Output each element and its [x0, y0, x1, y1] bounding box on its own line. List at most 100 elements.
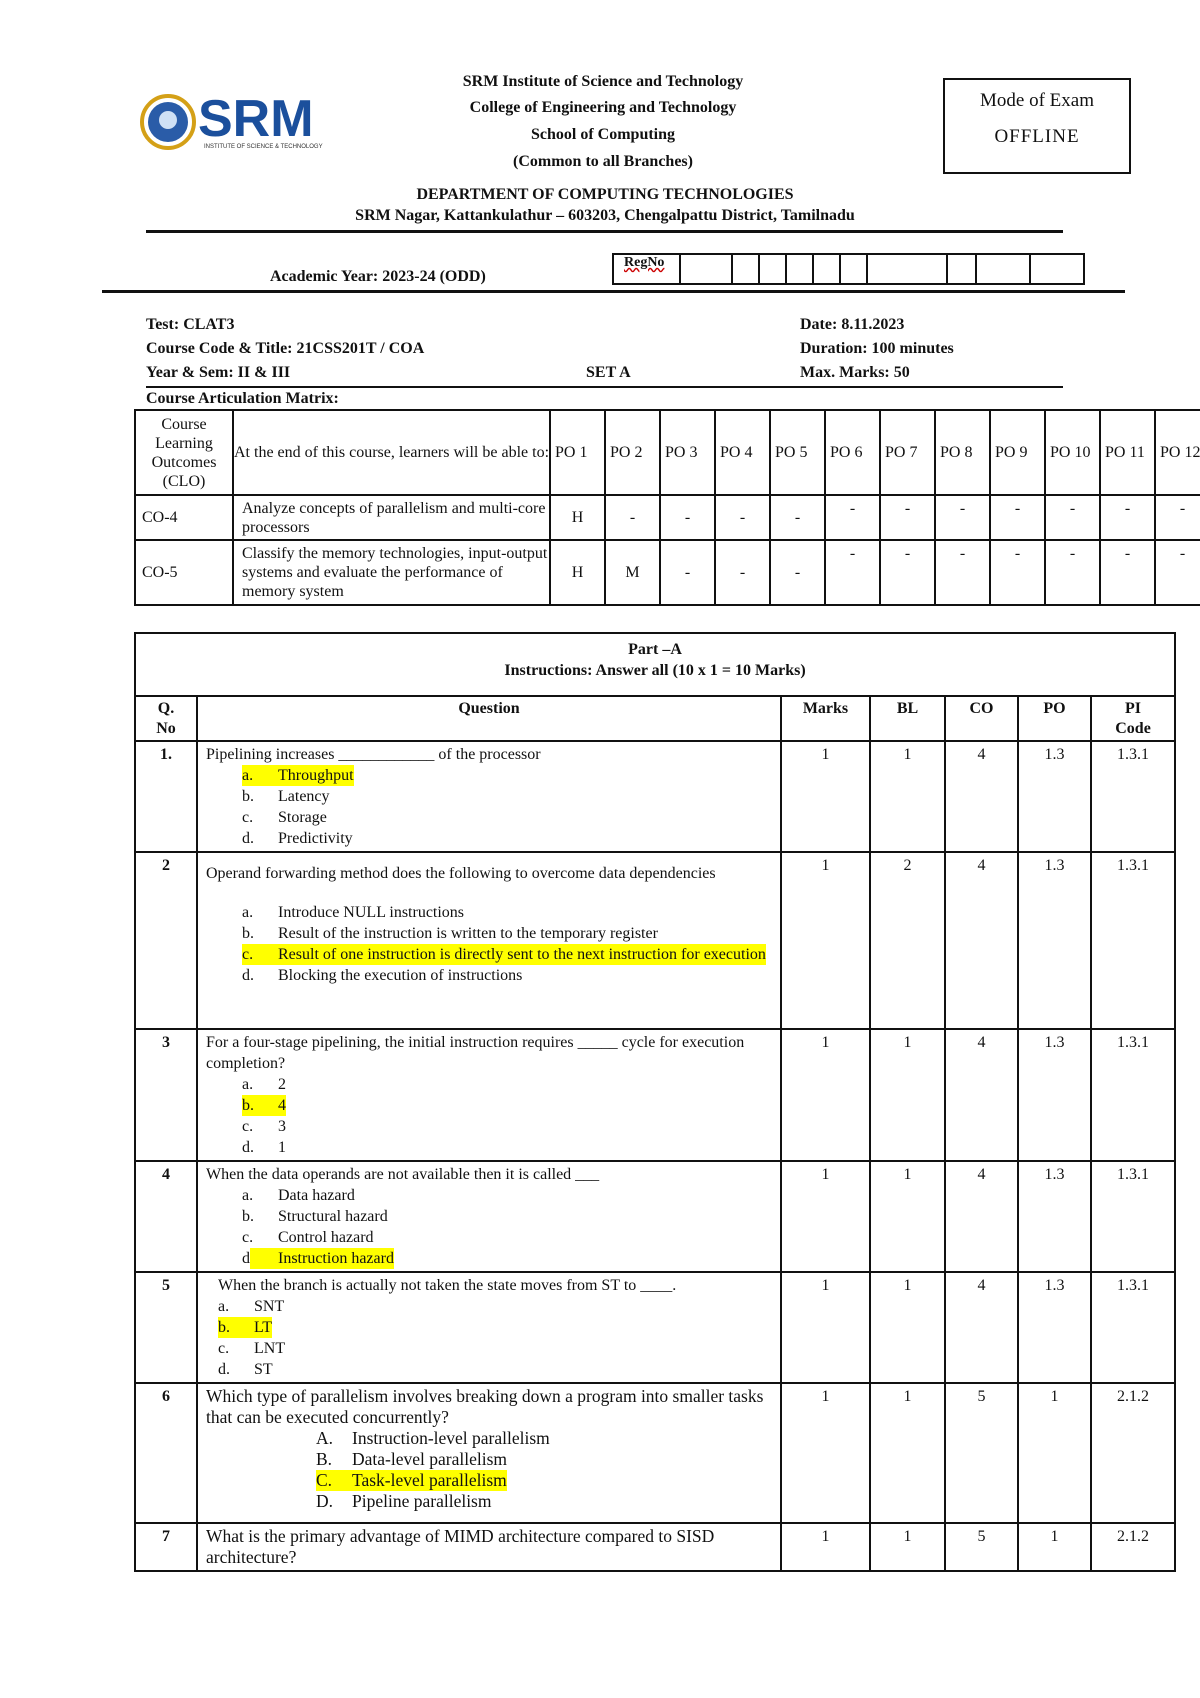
answer-option: c. Result of one instruction is directly … — [206, 944, 772, 965]
mode-label: Mode of Exam — [980, 90, 1094, 111]
question-cell: When the data operands are not available… — [196, 1160, 782, 1273]
option-wrap: b. Latency — [242, 786, 330, 807]
option-letter: b. — [242, 1097, 254, 1114]
option-letter: A. — [316, 1428, 334, 1448]
answer-option: D. Pipeline parallelism — [206, 1491, 772, 1512]
part-a-header-cell: PI Code — [1089, 695, 1177, 742]
option-letter: c. — [242, 809, 254, 826]
option-text: LNT — [254, 1340, 286, 1357]
cam-po-value: - — [989, 539, 1046, 606]
college-name: College of Engineering and Technology — [469, 99, 737, 116]
part-a-instructions: Instructions: Answer all (10 x 1 = 10 Ma… — [504, 662, 806, 679]
option-letter: D. — [316, 1491, 334, 1511]
question-bl: 1 — [869, 740, 946, 853]
regno-cell[interactable] — [733, 255, 760, 283]
question-number: 6 — [134, 1382, 198, 1524]
question-pi: 1.3.1 — [1089, 1028, 1177, 1162]
question-bl: 1 — [869, 1382, 946, 1524]
question-marks: 1 — [780, 1271, 871, 1384]
option-text: Storage — [278, 809, 327, 826]
cam-po-value: - — [714, 494, 771, 541]
cam-po-value: - — [989, 494, 1046, 541]
question-po: 1 — [1017, 1522, 1092, 1572]
question-po: 1.3 — [1017, 1271, 1092, 1384]
cam-po-value: M — [604, 539, 661, 606]
part-a-header-cell: CO — [944, 695, 1019, 742]
option-text: ST — [254, 1361, 273, 1378]
cam-header-cell: PO 12 — [1154, 409, 1200, 496]
part-a-header-cell: PO — [1017, 695, 1092, 742]
option-text: SNT — [254, 1298, 285, 1315]
question-text: Pipelining increases ____________ of the… — [206, 746, 541, 763]
cam-po-value: - — [769, 494, 826, 541]
option-letter: c. — [218, 1340, 230, 1357]
academic-rule — [102, 290, 1125, 293]
option-wrap: a. Throughput — [242, 765, 354, 786]
regno-cell[interactable] — [868, 255, 948, 283]
svg-text:SRM: SRM — [198, 90, 314, 148]
question-text: What is the primary advantage of MIMD ar… — [206, 1526, 715, 1567]
cam-po-value: H — [549, 539, 606, 606]
srm-logo: SRM INSTITUTE OF SCIENCE & TECHNOLOGY — [140, 86, 350, 158]
cam-clo: CO-4 — [134, 494, 234, 541]
question-bl: 2 — [869, 851, 946, 1030]
answer-option: b. Result of the instruction is written t… — [206, 923, 772, 944]
question-pi: 1.3.1 — [1089, 851, 1177, 1030]
answer-option: d. Predictivity — [206, 828, 772, 849]
regno-cell[interactable] — [814, 255, 841, 283]
option-wrap: b. Structural hazard — [242, 1206, 388, 1227]
cam-po-value: - — [714, 539, 771, 606]
question-marks: 1 — [780, 851, 871, 1030]
option-wrap: c. Storage — [242, 807, 327, 828]
svg-text:INSTITUTE OF SCIENCE & TECHNOL: INSTITUTE OF SCIENCE & TECHNOLOGY — [204, 144, 323, 150]
question-row: 5 When the branch is actually not taken t… — [134, 1271, 1177, 1384]
question-po: 1 — [1017, 1382, 1092, 1524]
question-pi: 1.3.1 — [1089, 1271, 1177, 1384]
regno-cell[interactable] — [1031, 255, 1083, 283]
question-po: 1.3 — [1017, 740, 1092, 853]
question-text: Which type of parallelism involves break… — [206, 1386, 764, 1427]
option-letter: d. — [242, 1139, 254, 1156]
option-wrap: A. Instruction-level parallelism — [316, 1428, 550, 1449]
option-letter: a. — [218, 1298, 230, 1315]
option-wrap: d. ST — [218, 1359, 273, 1380]
question-bl: 1 — [869, 1028, 946, 1162]
cam-header-cell: PO 6 — [824, 409, 881, 496]
regno-cell[interactable] — [787, 255, 814, 283]
question-number: 2 — [134, 851, 198, 1030]
question-number: 3 — [134, 1028, 198, 1162]
option-wrap: b. 4 — [242, 1095, 286, 1116]
option-text: Result of the instruction is written to … — [278, 925, 658, 942]
cam-po-value: - — [659, 539, 716, 606]
answer-option: A. Instruction-level parallelism — [206, 1428, 772, 1449]
answer-option: c. Storage — [206, 807, 772, 828]
regno-cell[interactable] — [977, 255, 1031, 283]
option-text: Control hazard — [278, 1229, 374, 1246]
question-co: 4 — [944, 1271, 1019, 1384]
exam-date: Date: 8.11.2023 — [800, 316, 905, 333]
regno-cell[interactable] — [681, 255, 733, 283]
question-marks: 1 — [780, 1028, 871, 1162]
option-wrap: c. Result of one instruction is directly … — [242, 944, 766, 965]
question-cell: Which type of parallelism involves break… — [196, 1382, 782, 1524]
info-rule — [146, 386, 1063, 388]
option-text: Introduce NULL instructions — [278, 904, 465, 921]
mode-of-exam-box: Mode of Exam OFFLINE — [943, 78, 1131, 174]
question-bl: 1 — [869, 1522, 946, 1572]
option-letter: d. — [242, 830, 254, 847]
regno-cell[interactable] — [760, 255, 787, 283]
question-co: 4 — [944, 851, 1019, 1030]
option-wrap: d. 1 — [242, 1137, 286, 1158]
regno-box[interactable]: RegNo — [612, 253, 1085, 285]
regno-cell[interactable] — [841, 255, 868, 283]
question-text: For a four-stage pipelining, the initial… — [206, 1034, 745, 1072]
cam-po-value: H — [549, 494, 606, 541]
answer-option: b. Structural hazard — [206, 1206, 772, 1227]
cam-title: Course Articulation Matrix: — [146, 390, 339, 407]
option-letter: b. — [242, 788, 254, 805]
question-pi: 1.3.1 — [1089, 740, 1177, 853]
regno-cell[interactable] — [948, 255, 977, 283]
answer-option: a. Data hazard — [206, 1185, 772, 1206]
year-sem: Year & Sem: II & III — [146, 364, 291, 381]
